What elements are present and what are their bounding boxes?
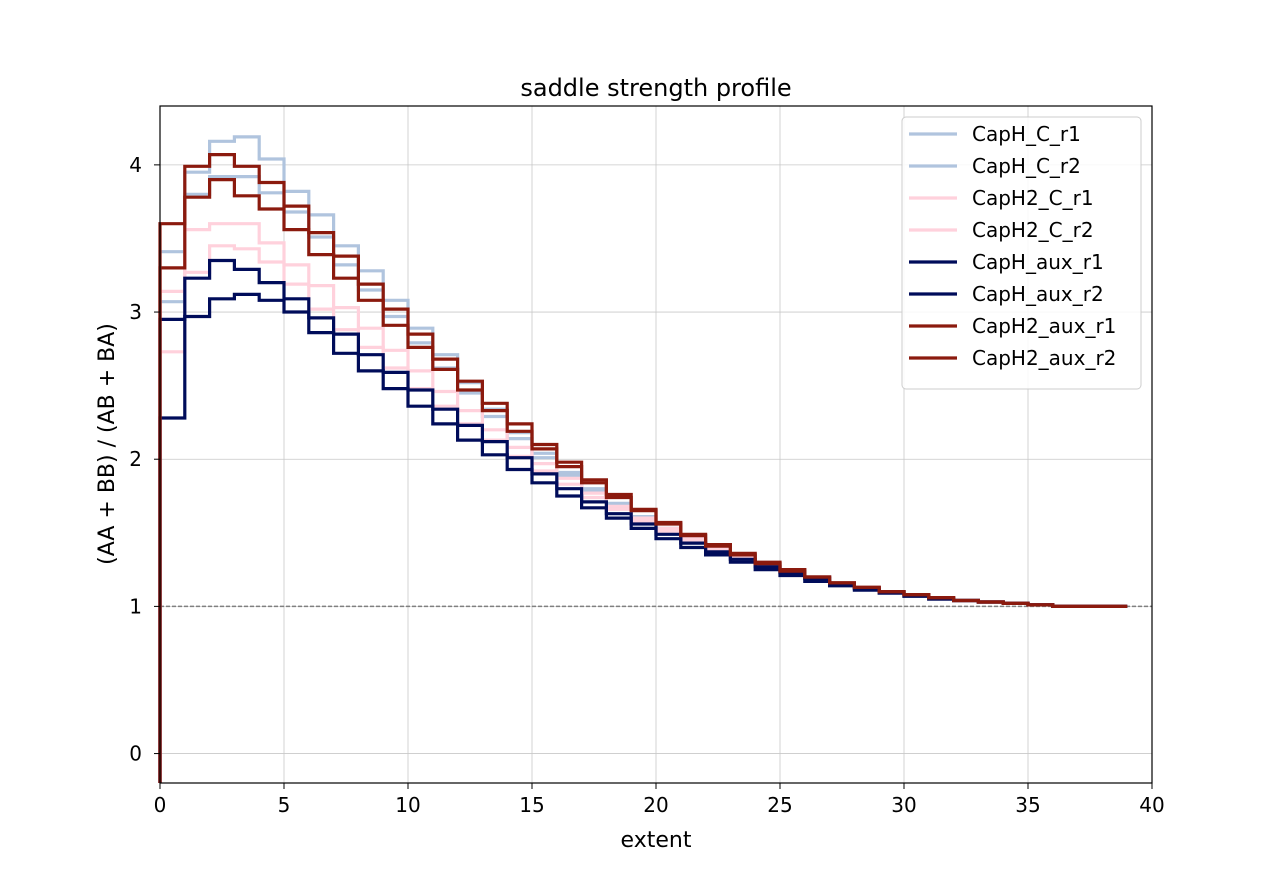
x-tick-label: 20	[643, 793, 668, 817]
legend-label: CapH_aux_r2	[972, 282, 1104, 306]
x-tick-label: 35	[1015, 793, 1040, 817]
chart-title: saddle strength profile	[520, 74, 791, 102]
x-tick-label: 15	[519, 793, 544, 817]
legend-box	[901, 116, 1142, 390]
legend-label: CapH2_C_r1	[972, 186, 1094, 210]
legend-label: CapH_aux_r1	[972, 250, 1104, 274]
legend-label: CapH_C_r2	[972, 154, 1081, 178]
legend-label: CapH2_C_r2	[972, 218, 1094, 242]
y-tick-label: 0	[129, 742, 142, 766]
x-tick-label: 40	[1139, 793, 1164, 817]
legend-label: CapH2_aux_r2	[972, 346, 1116, 370]
series-line-CapH2_aux_r2	[158, 178, 1128, 783]
y-tick-label: 2	[129, 447, 142, 471]
y-axis: 0 1 2 3 4	[129, 153, 160, 766]
legend: CapH_C_r1 CapH_C_r2 CapH2_C_r1 CapH2_C_r2 Ca…	[901, 116, 1142, 390]
x-tick-label: 30	[891, 793, 916, 817]
y-tick-label: 4	[129, 153, 142, 177]
x-tick-label: 10	[395, 793, 420, 817]
y-tick-label: 3	[129, 300, 142, 324]
x-axis: 0 5 10 15 20 25 30 35 40	[154, 783, 1165, 817]
y-tick-label: 1	[129, 594, 142, 618]
x-tick-label: 25	[767, 793, 792, 817]
legend-label: CapH_C_r1	[972, 122, 1081, 146]
x-axis-label: extent	[621, 828, 692, 853]
series-group	[158, 135, 1128, 783]
y-axis-label: (AA + BB) / (AB + BA)	[95, 323, 120, 565]
legend-label: CapH2_aux_r1	[972, 314, 1116, 338]
x-tick-label: 0	[154, 793, 167, 817]
x-tick-label: 5	[278, 793, 291, 817]
